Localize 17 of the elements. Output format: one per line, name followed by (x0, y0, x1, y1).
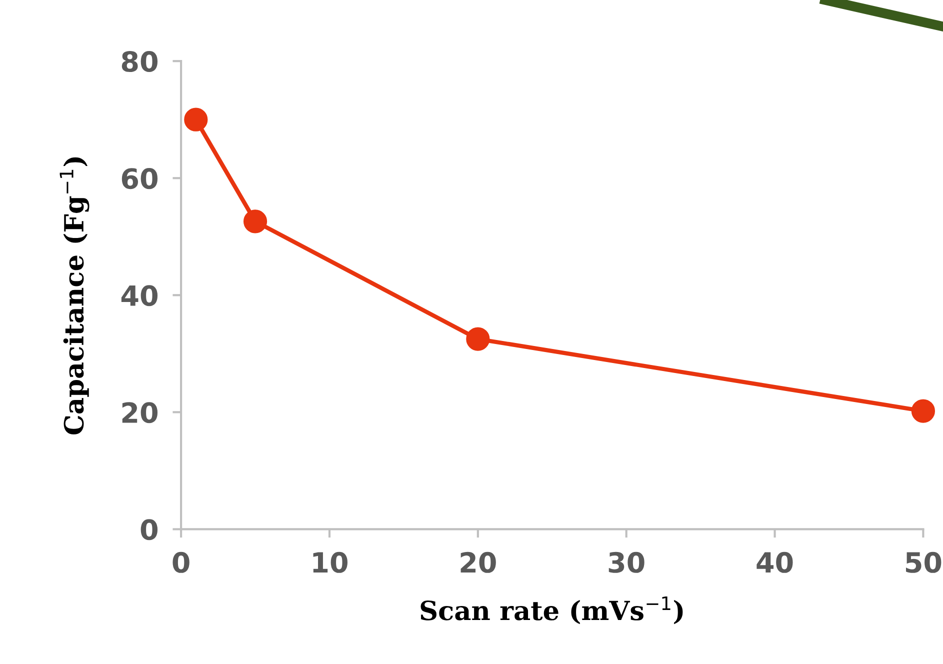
point (466, 327, 490, 351)
y-axis-title: Capacitance (Fg$^{−1}$) (60, 157, 90, 434)
x-tick-label: 20 (460, 552, 496, 573)
point (911, 399, 936, 423)
x-tick-label: 40 (756, 552, 793, 573)
x-tick-label: 0 (172, 552, 190, 573)
y-tick-label: 20 (122, 402, 158, 424)
y-tick-label: 60 (122, 168, 158, 190)
y-tick-label: 40 (121, 285, 158, 306)
y-tick-label: 80 (122, 51, 158, 72)
x-tick-label: 50 (906, 552, 942, 573)
x-tick-label: 30 (608, 552, 644, 573)
x-tick-label: 10 (313, 552, 348, 573)
point (184, 108, 208, 132)
x-axis-title: Scan rate (mVs$^{−1}$) (420, 596, 683, 624)
point (243, 210, 268, 234)
y-tick-label: 0 (140, 519, 158, 540)
